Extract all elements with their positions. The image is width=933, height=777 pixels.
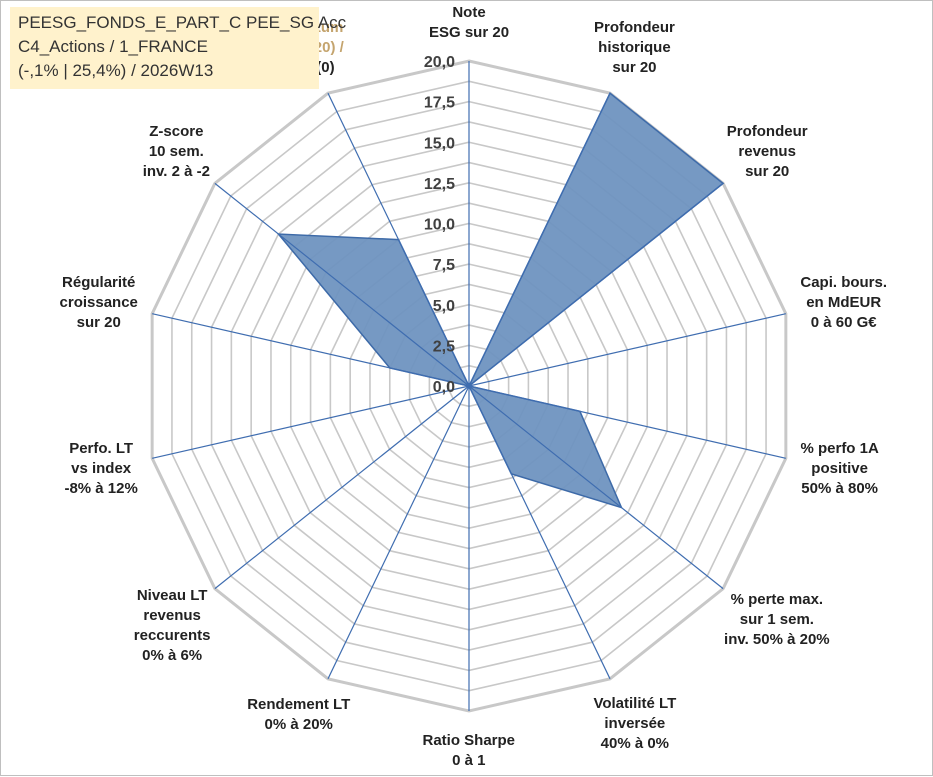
axis-label-line: % perfo 1A	[800, 440, 879, 458]
tick-label: 5,0	[433, 298, 455, 315]
axis-spoke	[468, 385, 611, 680]
axis-label: % perfo 1A positive 50% à 80%	[800, 439, 878, 499]
axis-label-line: inv. 2 à -2	[142, 163, 210, 181]
axis-spoke	[327, 385, 470, 680]
axis-spoke	[214, 182, 470, 387]
axis-label-line: Perfo. LT	[69, 440, 134, 458]
axis-label: Niveau LT revenus reccurents 0% à 6%	[134, 586, 211, 666]
axis-label-line: revenus	[143, 607, 201, 625]
data-series-area	[276, 92, 725, 509]
axis-label: % perte max. sur 1 sem. inv. 50% à 20%	[724, 590, 830, 650]
axis-label-line: croissance	[59, 293, 138, 311]
axis-label: Perfo. LT vs index -8% à 12%	[64, 439, 137, 499]
axis-label-line: % perte max.	[730, 590, 824, 608]
tick-label: 0,0	[433, 379, 455, 396]
axis-label-line: 0 à 1	[452, 752, 486, 769]
axis-label-line: Régularité	[62, 273, 136, 291]
axis-label-line: Z-score	[149, 123, 204, 141]
axis-label-line: Ratio Sharpe	[422, 732, 516, 749]
axis-label: Régularité croissance sur 20	[60, 273, 138, 333]
axis-label-line: sur 1 sem.	[739, 610, 814, 628]
axis-label-line: sur 20	[745, 163, 790, 181]
axis-spoke	[152, 385, 470, 459]
axis-spoke	[468, 92, 611, 387]
axis-spoke	[214, 385, 470, 590]
axis-label-line: 40% à 0%	[600, 734, 670, 752]
axis-label-line: Capi. bours.	[800, 273, 888, 291]
tick-label: 12,5	[424, 176, 455, 193]
chart-title-box: PEESG_FONDS_E_PART_C PEE_SG Acc C4_Actio…	[10, 7, 347, 89]
axis-label-line: Rendement LT	[247, 695, 351, 713]
axis-label: Capi. bours. en MdEUR 0 à 60 G€	[800, 273, 887, 333]
axis-label: Volatilité LT inversée 40% à 0%	[593, 694, 676, 754]
axis-label-line: ESG sur 20	[429, 24, 510, 41]
tick-label: 17,5	[424, 95, 455, 112]
axis-label-line: 0 à 60 G€	[810, 313, 877, 331]
axis-spoke	[468, 182, 724, 387]
axis-label-line: Volatilité LT	[593, 694, 677, 712]
tick-label: 7,5	[433, 257, 455, 274]
axis-spoke	[327, 92, 470, 387]
tick-label: 20,0	[424, 54, 455, 71]
tick-label: 15,0	[424, 135, 455, 152]
axis-label-line: sur 20	[612, 59, 657, 77]
spoke-layer	[152, 61, 786, 711]
tick-label: 10,0	[424, 217, 455, 234]
axis-label: Profondeur revenus sur 20	[727, 122, 808, 182]
axis-spoke	[152, 313, 470, 387]
axis-label: Profondeur historique sur 20	[594, 18, 675, 78]
axis-label-line: vs index	[71, 460, 132, 478]
axis-spoke	[468, 385, 724, 590]
axis-spoke	[468, 385, 786, 459]
title-line-2: C4_Actions / 1_FRANCE	[18, 37, 208, 56]
axis-label-line: Note	[452, 4, 486, 21]
axis-label-line: en MdEUR	[806, 293, 882, 311]
axis-label: Z-score 10 sem. inv. 2 à -2	[143, 122, 210, 182]
axis-label-line: 0% à 20%	[264, 715, 333, 733]
tick-label: 2,5	[433, 338, 455, 355]
axis-label-line: 50% à 80%	[801, 480, 879, 498]
axis-label-line: inversée	[604, 714, 666, 732]
axis-label: Ratio Sharpe 0 à 1	[423, 731, 516, 771]
axis-label-line: Niveau LT	[136, 587, 208, 605]
title-line-3: (-,1% | 25,4%) / 2026W13	[18, 61, 214, 80]
tick-layer: 0,0 2,5 5,0 7,5 10,0 12,5 15,0 17,5 20,0	[424, 54, 455, 396]
axis-label-line: -8% à 12%	[64, 480, 138, 498]
axis-label-line: 0% à 6%	[142, 647, 203, 665]
axis-label: Rendement LT 0% à 20%	[247, 695, 350, 735]
axis-label-line: inv. 50% à 20%	[724, 630, 830, 648]
axis-label-line: Profondeur	[726, 123, 808, 141]
title-line-1: PEESG_FONDS_E_PART_C PEE_SG Acc	[18, 13, 347, 32]
axis-label-line: reccurents	[133, 627, 211, 645]
axis-label-line: 10 sem.	[148, 143, 204, 161]
axis-label-line: positive	[811, 460, 868, 478]
axis-label-line: revenus	[738, 143, 796, 161]
axis-spoke	[468, 313, 786, 387]
axis-label-line: sur 20	[76, 313, 121, 331]
data-layer	[276, 92, 725, 509]
axis-label: Note ESG sur 20	[429, 3, 509, 43]
axis-label-line: historique	[598, 39, 671, 57]
axis-label-line: Profondeur	[594, 19, 675, 37]
